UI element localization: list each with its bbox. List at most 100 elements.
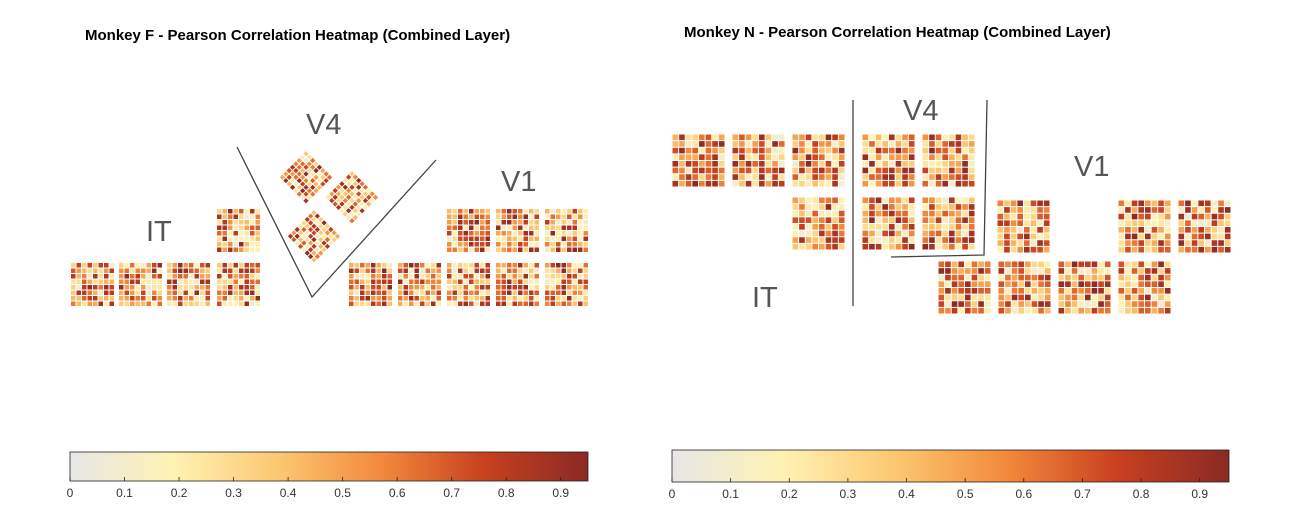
heatmap-cell: [523, 225, 528, 230]
heatmap-cell: [301, 233, 307, 239]
heatmap-cell: [255, 268, 260, 273]
heatmap-cell: [805, 230, 812, 237]
heatmap-cell: [339, 194, 345, 200]
heatmap-cell: [942, 224, 948, 230]
heatmap-cell: [705, 161, 712, 167]
heatmap-cell: [962, 230, 968, 237]
heatmap-cell: [496, 279, 501, 284]
heatmap-cell: [1178, 213, 1185, 220]
heatmap-cell: [507, 220, 512, 225]
heatmap-cell: [685, 154, 692, 160]
array-v1-6: [447, 263, 490, 306]
heatmap-cell: [718, 174, 725, 180]
heatmap-cell: [1131, 274, 1138, 281]
heatmap-cell: [556, 209, 561, 214]
heatmap-cell: [1004, 200, 1010, 207]
heatmap-cell: [365, 268, 370, 273]
heatmap-cell: [228, 274, 233, 279]
colorbar-tick-label: 0.3: [225, 486, 242, 500]
heatmap-cell: [997, 240, 1004, 246]
heatmap-cell: [360, 274, 365, 279]
heatmap-cell: [178, 296, 183, 301]
heatmap-cell: [805, 141, 812, 147]
heatmap-cell: [452, 247, 457, 252]
heatmap-cell: [1178, 220, 1185, 226]
heatmap-cell: [1085, 268, 1091, 274]
heatmap-cell: [578, 225, 583, 230]
heatmap-cell: [962, 134, 968, 141]
heatmap-cell: [205, 274, 210, 279]
heatmap-cell: [949, 134, 955, 141]
heatmap-cell: [838, 134, 845, 141]
heatmap-cell: [414, 285, 419, 290]
heatmap-cell: [1158, 207, 1164, 213]
heatmap-cell: [958, 261, 964, 268]
heatmap-cell: [356, 211, 362, 217]
heatmap-cell: [556, 214, 561, 219]
heatmap-cell: [819, 174, 825, 180]
heatmap-cell: [962, 147, 968, 154]
heatmap-cell: [1004, 220, 1010, 226]
heatmap-cell: [1145, 301, 1151, 307]
heatmap-cell: [949, 217, 955, 223]
heatmap-cell: [398, 301, 403, 306]
heatmap-cell: [938, 268, 945, 274]
heatmap-cell: [217, 220, 222, 225]
heatmap-cell: [345, 187, 352, 194]
heatmap-cell: [291, 237, 297, 243]
heatmap-cell: [1191, 200, 1198, 207]
heatmap-cell: [955, 154, 962, 160]
array-v1-6: [1058, 261, 1111, 314]
heatmap-cell: [938, 274, 945, 281]
heatmap-cell: [929, 197, 935, 204]
heatmap-cell: [1145, 233, 1151, 240]
heatmap-cell: [945, 301, 951, 307]
heatmap-cell: [463, 296, 468, 301]
heatmap-cell: [152, 268, 157, 273]
heatmap-cell: [1018, 288, 1024, 294]
heatmap-cell: [507, 247, 512, 252]
heatmap-cell: [1131, 220, 1138, 226]
heatmap-cell: [718, 180, 725, 187]
heatmap-cell: [447, 274, 452, 279]
heatmap-cell: [518, 236, 523, 241]
heatmap-cell: [984, 307, 991, 314]
heatmap-cell: [545, 279, 550, 284]
heatmap-cell: [130, 296, 135, 301]
heatmap-cell: [529, 225, 534, 230]
heatmap-cell: [1125, 294, 1131, 301]
heatmap-cell: [1164, 240, 1171, 246]
heatmap-cell: [705, 154, 712, 160]
heatmap-cell: [458, 247, 463, 252]
heatmap-cell: [474, 214, 479, 219]
heatmap-cell: [301, 240, 307, 246]
heatmap-cell: [832, 217, 838, 223]
heatmap-cell: [692, 141, 698, 147]
heatmap-cell: [945, 281, 951, 287]
heatmap-cell: [352, 181, 359, 187]
heatmap-cell: [968, 167, 975, 174]
heatmap-cell: [376, 279, 381, 284]
heatmap-cell: [1010, 213, 1017, 220]
heatmap-cell: [507, 279, 512, 284]
heatmap-cell: [109, 279, 114, 284]
heatmap-cell: [951, 268, 958, 274]
heatmap-cell: [146, 274, 151, 279]
heatmap-cell: [1018, 274, 1024, 281]
heatmap-cell: [222, 225, 227, 230]
heatmap-cell: [501, 279, 506, 284]
array-v1-1: [997, 200, 1050, 253]
heatmap-cell: [572, 214, 577, 219]
heatmap-cell: [908, 217, 915, 223]
heatmap-cell: [310, 178, 316, 184]
heatmap-cell: [1205, 240, 1211, 246]
heatmap-cell: [545, 214, 550, 219]
heatmap-cell: [283, 171, 289, 177]
heatmap-cell: [838, 204, 845, 210]
heatmap-cell: [838, 197, 845, 204]
heatmap-cell: [1131, 227, 1138, 233]
heatmap-cell: [352, 208, 359, 214]
heatmap-cell: [712, 154, 718, 160]
heatmap-cell: [955, 141, 962, 147]
heatmap-cell: [1005, 307, 1011, 314]
